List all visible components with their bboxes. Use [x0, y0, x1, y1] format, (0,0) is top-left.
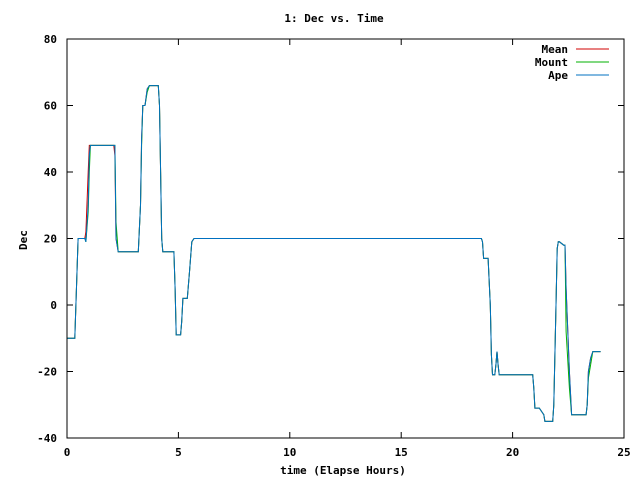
x-tick-label: 0	[64, 446, 71, 459]
chart-title: 1: Dec vs. Time	[284, 12, 384, 25]
x-axis-ticks: 0 5 10 15 20 25	[64, 39, 631, 459]
y-tick-label: -40	[37, 432, 57, 445]
x-axis-label: time (Elapse Hours)	[280, 464, 406, 477]
y-tick-label: 20	[44, 233, 57, 246]
legend-label-mount: Mount	[535, 56, 568, 69]
series-lines	[67, 85, 601, 422]
y-tick-label: 60	[44, 100, 57, 113]
x-tick-label: 15	[395, 446, 408, 459]
y-tick-label: 0	[50, 299, 57, 312]
y-tick-label: -20	[37, 366, 57, 379]
y-axis-ticks: -40 -20 0 20 40 60 80	[37, 33, 624, 445]
plot-frame	[66, 38, 625, 439]
legend-label-mean: Mean	[542, 43, 569, 56]
legend-label-ape: Ape	[548, 69, 568, 82]
x-tick-label: 5	[175, 446, 182, 459]
x-tick-label: 25	[617, 446, 630, 459]
x-tick-label: 10	[283, 446, 296, 459]
y-tick-label: 40	[44, 166, 57, 179]
y-tick-label: 80	[44, 33, 57, 46]
x-tick-label: 20	[506, 446, 519, 459]
series-line-ape	[67, 85, 601, 422]
y-axis-label: Dec	[17, 230, 30, 250]
